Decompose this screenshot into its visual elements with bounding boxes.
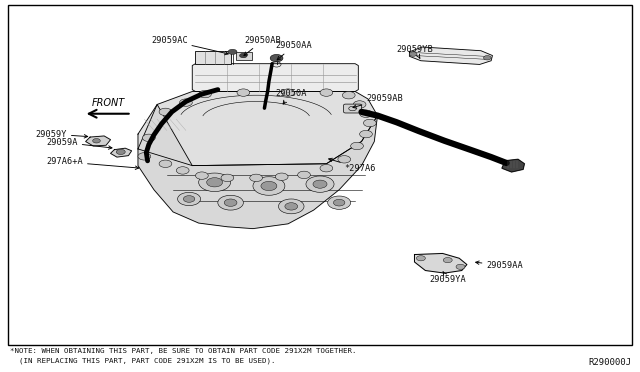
Circle shape (270, 54, 283, 62)
Text: 297A6+A: 297A6+A (47, 157, 139, 169)
Circle shape (417, 256, 426, 261)
Text: R290000J: R290000J (589, 358, 632, 367)
Circle shape (176, 167, 189, 174)
Text: 29059AB: 29059AB (353, 94, 403, 108)
FancyBboxPatch shape (236, 52, 252, 60)
Circle shape (159, 108, 172, 116)
Circle shape (261, 182, 277, 190)
Circle shape (351, 142, 364, 150)
Circle shape (159, 160, 172, 167)
Polygon shape (111, 148, 132, 157)
Circle shape (275, 173, 288, 180)
Circle shape (198, 173, 230, 192)
Polygon shape (138, 105, 378, 229)
Circle shape (195, 172, 208, 179)
Circle shape (410, 52, 417, 56)
Circle shape (483, 55, 491, 60)
Circle shape (338, 155, 351, 163)
Text: *NOTE: WHEN OBTAINING THIS PART, BE SURE TO OBTAIN PART CODE 291X2M TOGETHER.: *NOTE: WHEN OBTAINING THIS PART, BE SURE… (10, 348, 356, 354)
Circle shape (364, 119, 376, 127)
Circle shape (353, 101, 366, 108)
Text: 29059YB: 29059YB (397, 45, 433, 58)
Circle shape (282, 89, 294, 96)
Circle shape (138, 153, 151, 160)
Circle shape (218, 195, 243, 210)
Circle shape (456, 264, 465, 269)
Circle shape (239, 53, 247, 58)
Circle shape (360, 131, 372, 138)
Polygon shape (192, 64, 358, 92)
Circle shape (179, 99, 192, 106)
Circle shape (237, 89, 250, 96)
Circle shape (228, 49, 237, 54)
Polygon shape (138, 92, 378, 166)
Polygon shape (86, 136, 111, 146)
Circle shape (285, 203, 298, 210)
Text: 29050AA: 29050AA (275, 41, 312, 60)
FancyBboxPatch shape (195, 51, 230, 64)
Circle shape (93, 138, 100, 143)
Text: 29059AA: 29059AA (476, 261, 523, 270)
Text: 29059YA: 29059YA (430, 272, 467, 284)
Polygon shape (410, 47, 492, 64)
Circle shape (116, 149, 125, 154)
Polygon shape (502, 159, 524, 172)
Circle shape (342, 92, 355, 99)
Circle shape (278, 199, 304, 214)
Circle shape (221, 174, 234, 182)
Circle shape (207, 178, 223, 187)
Text: 29059Y: 29059Y (36, 129, 88, 139)
Circle shape (306, 176, 334, 192)
Circle shape (183, 196, 195, 202)
Text: 29050A: 29050A (275, 89, 307, 104)
Circle shape (143, 134, 156, 141)
Polygon shape (415, 253, 467, 273)
Text: 29059A: 29059A (47, 138, 112, 149)
Circle shape (328, 196, 351, 209)
Text: 29059AC: 29059AC (151, 36, 228, 55)
Circle shape (224, 199, 237, 206)
Circle shape (320, 89, 333, 96)
Text: FRONT: FRONT (92, 98, 125, 108)
Circle shape (198, 90, 211, 98)
Text: *297A6: *297A6 (329, 158, 376, 173)
Circle shape (320, 164, 333, 172)
FancyBboxPatch shape (344, 104, 362, 113)
Circle shape (298, 171, 310, 179)
Circle shape (313, 180, 327, 188)
Text: 29050AB: 29050AB (244, 36, 282, 55)
Circle shape (253, 177, 285, 195)
Circle shape (333, 199, 345, 206)
Circle shape (444, 257, 452, 263)
Circle shape (250, 174, 262, 182)
Circle shape (360, 110, 372, 118)
Circle shape (177, 192, 200, 206)
Text: (IN REPLACING THIS PART, PART CODE 291X2M IS TO BE USED).: (IN REPLACING THIS PART, PART CODE 291X2… (10, 358, 276, 365)
